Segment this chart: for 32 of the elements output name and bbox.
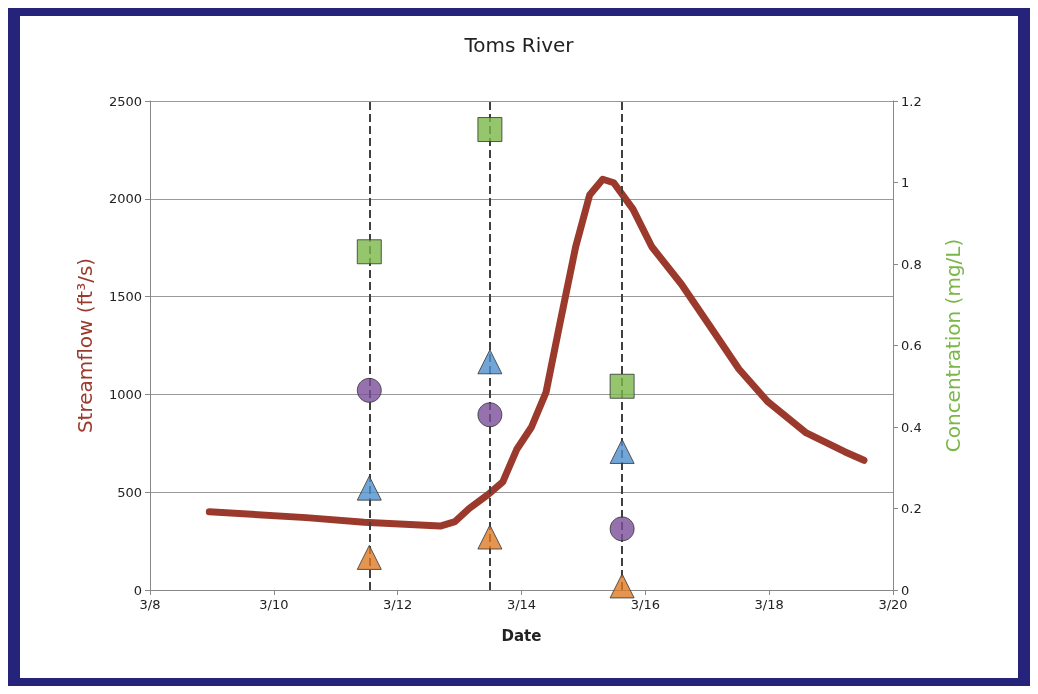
point [609,373,635,399]
x-tick-label: 3/14 [506,597,537,612]
point [609,438,635,464]
y-axis-title: Streamflow (ft³/s) [73,257,97,434]
y2-tick-label: 0 [901,582,910,598]
y-tick-label: 2000 [108,191,142,207]
y-tick-label: 1500 [108,289,142,305]
y2-tick-label: 0.4 [901,419,922,435]
y2-axis-title: Concentration (mg/L) [941,238,965,453]
x-tick-label: 3/16 [630,597,660,612]
y2-tick-label: 0.8 [901,256,922,272]
point [356,239,382,265]
y2-tick-label: 1.2 [901,93,922,109]
y2-tick-label: 1 [901,175,910,190]
y-tick-label: 0 [133,582,142,598]
point [356,377,382,403]
y-tick-label: 500 [117,484,142,500]
x-tick-label: 3/18 [754,597,784,612]
x-tick-label: 3/8 [139,597,161,612]
y2-tick-label: 0.2 [901,501,922,516]
x-axis-title: Date [501,626,542,645]
point [356,544,382,570]
point [609,573,635,599]
x-tick-label: 3/10 [259,597,289,612]
point [356,475,382,501]
x-tick-label: 3/20 [878,597,908,612]
point [609,516,635,542]
y2-tick-label: 0.6 [901,338,922,353]
y-tick-label: 2500 [108,93,142,109]
chart-title: Toms River [463,33,575,57]
y-tick-label: 1000 [108,386,142,402]
x-tick-label: 3/12 [383,597,413,612]
